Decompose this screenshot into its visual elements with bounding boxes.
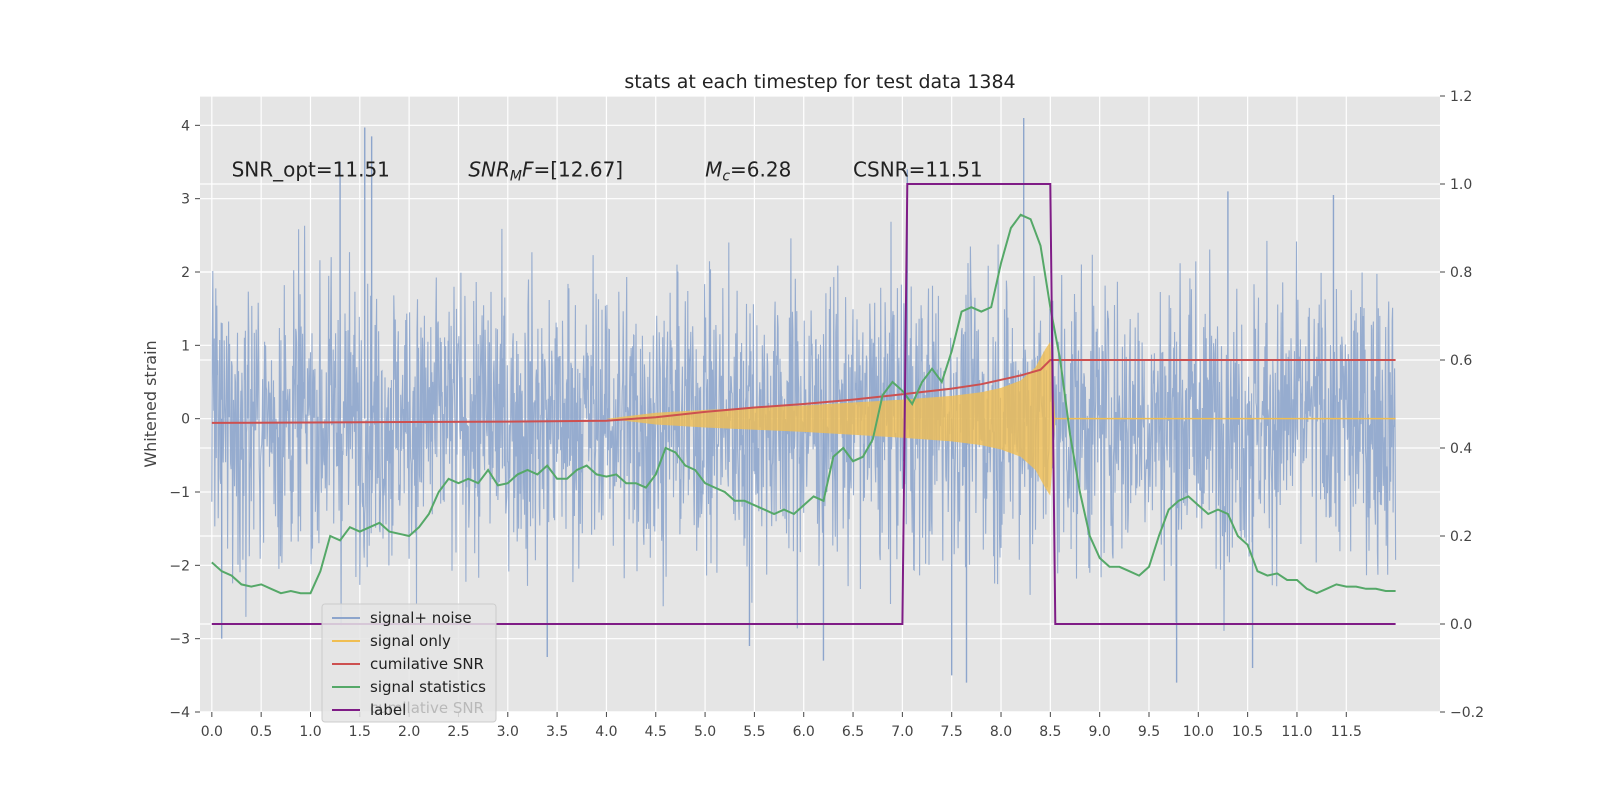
series-line (211, 213, 1396, 595)
x-tick-label: 11.0 (1281, 724, 1312, 740)
x-tick-label: 8.0 (990, 724, 1012, 740)
annotations: SNR_opt=11.51 SNRMF=[12.67] Mc=6.28 CSNR=11… (232, 158, 983, 185)
x-tick-label: 8.5 (1039, 724, 1061, 740)
x-tick-label: 9.0 (1089, 724, 1111, 740)
y2-tick-label: 0.2 (1450, 529, 1472, 545)
x-tick-label: 11.5 (1331, 724, 1362, 740)
y-tick-label: −2 (169, 558, 190, 574)
series-signal-noise (211, 118, 1397, 683)
legend-ghost-text: cumilative SNR (370, 699, 484, 717)
y-tick-label: 2 (181, 265, 190, 281)
x-tick-label: 5.5 (743, 724, 765, 740)
x-tick-label: 1.5 (349, 724, 371, 740)
y2-tick-label: 0.4 (1450, 441, 1472, 457)
annotation: SNRMF=[12.67] (468, 158, 623, 185)
y-tick-label: −3 (169, 632, 190, 648)
series-lines (211, 183, 1396, 625)
x-tick-label: 7.5 (941, 724, 963, 740)
x-tick-label: 4.5 (645, 724, 667, 740)
legend-label: cumilative SNR (370, 655, 484, 673)
x-tick-label: 10.5 (1232, 724, 1263, 740)
series-line (211, 183, 1396, 625)
y-tick-label: 1 (181, 338, 190, 354)
axes: 0.0 0.5 1.0 1.5 2.0 2.5 3.0 3.5 4.0 4.5 5.0 5.5 6.0 6… (169, 89, 1484, 740)
y-axis-label: Whitened strain (141, 340, 160, 467)
x-tick-label: 3.5 (546, 724, 568, 740)
y-tick-label: −4 (169, 705, 190, 721)
y2-tick-label: 1.2 (1450, 89, 1472, 105)
x-tick-label: 9.5 (1138, 724, 1160, 740)
x-tick-label: 0.0 (201, 724, 223, 740)
legend-label: label (370, 701, 406, 719)
legend-box (321, 603, 497, 723)
legend-label: signal+ noise (370, 609, 472, 627)
legend: cumilative SNR signal+ noise signal only cu… (321, 603, 497, 723)
y2-tick-label: 0.6 (1450, 353, 1472, 369)
x-tick-label: 2.5 (447, 724, 469, 740)
x-tick-label: 0.5 (250, 724, 272, 740)
y2-tick-label: 1.0 (1450, 177, 1472, 193)
y-tick-label: 3 (181, 192, 190, 208)
y-tick-label: 4 (181, 118, 190, 134)
chart-title: stats at each timestep for test data 138… (624, 71, 1015, 93)
annotation: Mc=6.28 (705, 158, 791, 185)
legend-label: signal statistics (370, 678, 486, 696)
signal-envelope (606, 341, 1396, 496)
x-tick-label: 6.0 (793, 724, 815, 740)
x-tick-label: 3.0 (497, 724, 519, 740)
x-tick-label: 7.0 (891, 724, 913, 740)
x-tick-label: 5.0 (694, 724, 716, 740)
y2-tick-label: 0.8 (1450, 265, 1472, 281)
y-tick-label: −1 (169, 485, 190, 501)
annotation: SNR_opt=11.51 (232, 158, 390, 182)
annotation: CSNR=11.51 (853, 158, 983, 182)
x-tick-label: 4.0 (595, 724, 617, 740)
y2-tick-label: 0.0 (1450, 617, 1472, 633)
series-signal-only (606, 341, 1396, 496)
noise-trace (211, 221, 1397, 631)
x-tick-label: 2.0 (398, 724, 420, 740)
x-tick-label: 6.5 (842, 724, 864, 740)
x-tick-label: 1.0 (299, 724, 321, 740)
x-tick-label: 10.0 (1183, 724, 1214, 740)
legend-label: signal only (370, 632, 451, 650)
series-line (211, 359, 1396, 424)
y-tick-label: 0 (181, 412, 190, 428)
y2-tick-label: −0.2 (1450, 705, 1484, 721)
